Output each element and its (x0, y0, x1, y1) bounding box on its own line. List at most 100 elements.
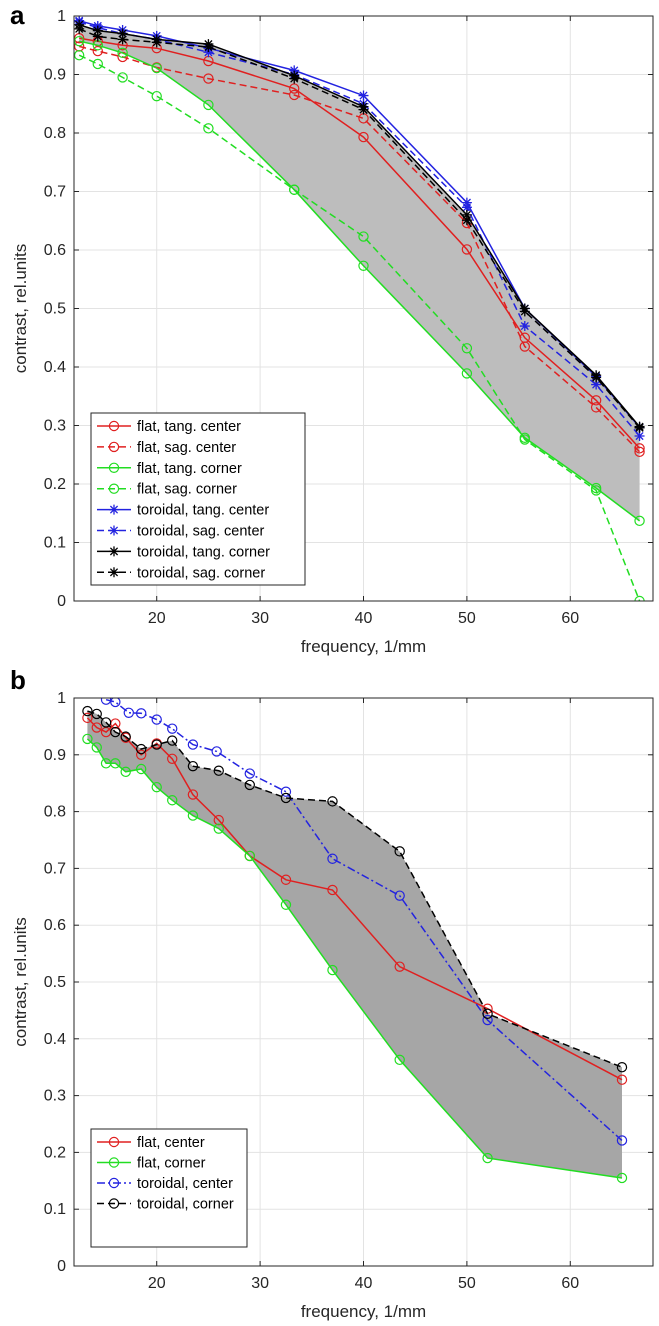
legend-marker (108, 441, 120, 453)
data-point (74, 49, 85, 61)
legend-marker (109, 567, 119, 578)
series-line (79, 37, 641, 449)
data-point (519, 306, 530, 317)
data-point (289, 83, 300, 94)
y-axis-label: contrast, rel.units (11, 244, 30, 373)
data-point (110, 758, 121, 769)
data-point (91, 722, 102, 733)
data-point (136, 749, 147, 761)
data-point (634, 515, 645, 527)
data-point (123, 707, 134, 718)
data-point (591, 372, 602, 383)
data-point (394, 890, 405, 901)
y-tick-label: 0 (57, 593, 66, 610)
series-toroidal-center (100, 698, 628, 1146)
data-point (616, 1074, 628, 1085)
y-tick-label: 0.5 (44, 301, 66, 318)
data-point (203, 47, 214, 58)
data-point (213, 823, 224, 834)
legend-label: toroidal, sag. corner (137, 565, 265, 581)
data-point (213, 814, 224, 826)
y-tick-label: 0.4 (44, 1031, 66, 1048)
legend-label: flat, sag. corner (137, 482, 237, 498)
data-point (358, 131, 369, 143)
legend-item-flat-sag-corner: flat, sag. corner (97, 482, 237, 498)
data-point (74, 35, 85, 47)
data-point (461, 209, 472, 220)
ticks: 20 30 40 50 60 0 0.1 0.2 0.3 0.4 0.5 0.6 0.7 0.8 0.9 1 (44, 690, 653, 1292)
y-tick-label: 0.2 (44, 1144, 66, 1161)
legend-marker (108, 483, 120, 494)
data-point (461, 202, 472, 213)
data-point (634, 431, 645, 442)
data-point (91, 742, 102, 753)
data-point (289, 184, 300, 195)
panel-label-a: a (10, 0, 25, 30)
y-tick-label: 0.8 (44, 125, 66, 142)
data-point (461, 244, 473, 255)
data-point (91, 708, 102, 720)
data-point (358, 104, 369, 115)
y-tick-label: 0.8 (44, 804, 66, 821)
data-point (461, 368, 473, 379)
data-point (120, 766, 131, 778)
legend-label: flat, tang. corner (137, 461, 242, 477)
x-tick-label: 30 (251, 610, 269, 627)
y-tick-label: 0.5 (44, 974, 66, 991)
series-line (87, 710, 623, 1068)
data-point (167, 723, 178, 734)
x-axis-label: frequency, 1/mm (301, 637, 426, 656)
data-point (187, 760, 199, 772)
y-tick-label: 0.7 (44, 184, 66, 201)
data-point (117, 72, 128, 83)
data-point (461, 215, 472, 226)
data-point (244, 850, 255, 862)
data-point (82, 705, 93, 717)
data-point (519, 341, 530, 352)
data-point (92, 31, 103, 42)
y-tick-label: 0.4 (44, 359, 66, 376)
data-point (590, 402, 602, 413)
chart-panel-a: a 20 30 40 50 60 0 0.1 0.2 0.3 0.4 0.5 0.6 0.7 0.8 0.9… (10, 0, 654, 656)
shaded-region (79, 24, 640, 521)
legend-marker (109, 546, 119, 557)
data-point (100, 698, 112, 705)
data-point (74, 23, 85, 34)
x-tick-label: 50 (458, 610, 476, 627)
legend-marker (108, 1198, 120, 1209)
y-tick-label: 0.2 (44, 476, 66, 493)
data-point (151, 714, 162, 725)
data-point (358, 231, 369, 242)
data-point (590, 395, 602, 406)
data-point (634, 595, 645, 601)
chart-b-svg: 20 30 40 50 60 0 0.1 0.2 0.3 0.4 0.5 0.6 0.7 0.8 0.9 1 f… (11, 690, 654, 1321)
data-point (92, 58, 103, 70)
data-point (482, 1014, 493, 1026)
series-line (79, 45, 641, 453)
data-point (482, 1152, 493, 1164)
data-point (591, 379, 602, 390)
data-point (151, 62, 162, 74)
data-point (289, 89, 300, 101)
data-point (634, 446, 645, 458)
data-point (187, 810, 199, 821)
y-tick-label: 0.7 (44, 860, 66, 877)
x-tick-label: 40 (355, 1275, 373, 1292)
series-line (86, 717, 623, 1081)
y-tick-label: 0.3 (44, 1088, 66, 1105)
legend-label: toroidal, sag. center (137, 524, 265, 540)
x-tick-label: 20 (148, 1275, 166, 1292)
legend-marker (108, 1177, 120, 1189)
data-point (394, 961, 405, 972)
data-point (327, 964, 338, 976)
data-point (211, 746, 222, 757)
data-point (82, 712, 93, 724)
data-point (117, 34, 128, 45)
legend-item-flat-corner: flat, corner (97, 1156, 206, 1172)
data-point (280, 899, 292, 910)
data-point (327, 884, 338, 896)
legend-marker (109, 525, 119, 536)
y-tick-label: 1 (57, 690, 66, 707)
legend-label: flat, sag. center (137, 440, 236, 456)
y-tick-label: 0.9 (44, 747, 66, 764)
